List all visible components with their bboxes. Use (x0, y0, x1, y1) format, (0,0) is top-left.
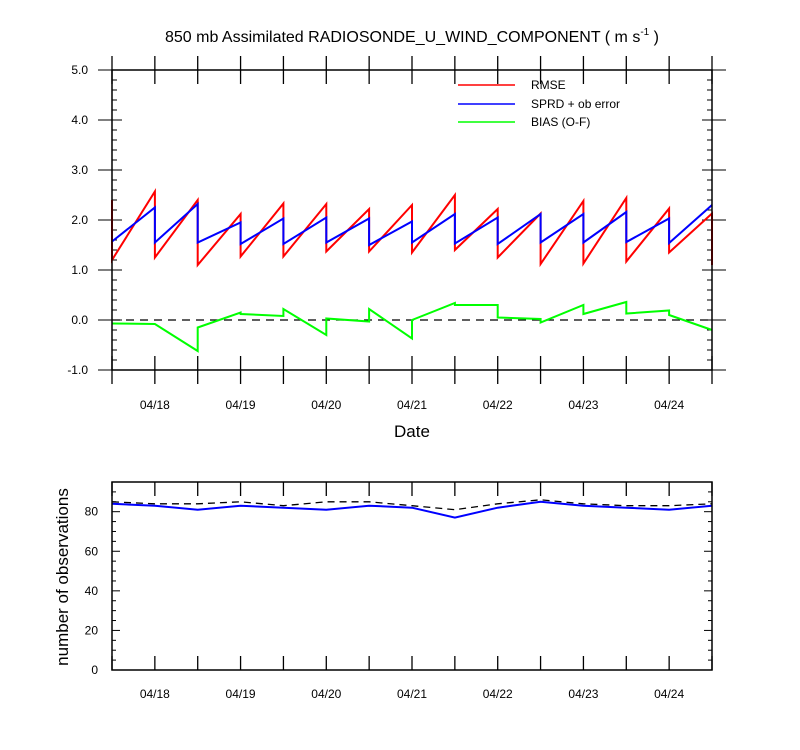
x-tick-label: 04/18 (140, 687, 170, 701)
y-tick-label: 1.0 (71, 263, 88, 277)
x-tick-label: 04/19 (226, 398, 256, 412)
legend: RMSE SPRD + ob error BIAS (O-F) (458, 78, 620, 129)
x-tick-label: 04/23 (568, 398, 598, 412)
top-chart: -1.00.01.02.03.04.05.0 04/18 04/19 04/20 04… (67, 56, 726, 441)
legend-label-sprd: SPRD + ob error (531, 97, 620, 111)
series-total-observations (111, 499, 713, 511)
bottom-y-tick-labels: 0 20 40 60 80 (85, 505, 99, 677)
x-tick-label: 04/24 (654, 398, 684, 412)
y-tick-label: 80 (85, 505, 99, 519)
y-tick-label: 4.0 (71, 113, 88, 127)
x-tick-label: 04/23 (568, 687, 598, 701)
x-tick-label: 04/20 (311, 398, 341, 412)
x-tick-label: 04/18 (140, 398, 170, 412)
legend-label-rmse: RMSE (531, 78, 566, 92)
y-tick-label: 60 (85, 544, 99, 558)
y-tick-label: 3.0 (71, 163, 88, 177)
x-tick-label: 04/21 (397, 398, 427, 412)
y-tick-label: 20 (85, 623, 99, 637)
bottom-x-tick-labels: 04/18 04/19 04/20 04/21 04/22 04/23 04/24 (140, 687, 685, 701)
y-tick-label: -1.0 (67, 363, 88, 377)
y-tick-label: 2.0 (71, 213, 88, 227)
x-tick-label: 04/19 (226, 687, 256, 701)
x-tick-label: 04/24 (654, 687, 684, 701)
bottom-plot-frame (111, 481, 713, 671)
top-y-tick-labels: -1.0 0.0 1.0 2.0 3.0 4.0 5.0 (67, 63, 88, 377)
y-tick-label: 40 (85, 584, 99, 598)
x-tick-label: 04/22 (483, 398, 513, 412)
series-sprd-ob-error (111, 201, 713, 247)
series-bias-o-f (111, 300, 713, 353)
bottom-series-group (111, 499, 713, 519)
top-x-tick-labels: 04/18 04/19 04/20 04/21 04/22 04/23 04/24 (140, 398, 685, 412)
series-used-observations (111, 500, 713, 519)
x-tick-label: 04/20 (311, 687, 341, 701)
x-tick-label: 04/22 (483, 687, 513, 701)
chart-title: 850 mb Assimilated RADIOSONDE_U_WIND_COM… (165, 27, 659, 46)
y-tick-label: 0 (91, 663, 98, 677)
y-axis-label: number of observations (53, 488, 72, 666)
legend-label-bias: BIAS (O-F) (531, 115, 590, 129)
top-ticks (98, 56, 726, 384)
x-tick-label: 04/21 (397, 687, 427, 701)
top-plot-frame (111, 69, 713, 371)
bottom-chart: 0 20 40 60 80 04/18 04/19 04/20 04/21 04/22 04/23… (53, 481, 713, 701)
y-tick-label: 5.0 (71, 63, 88, 77)
y-tick-label: 0.0 (71, 313, 88, 327)
top-series-group (111, 188, 713, 353)
x-axis-label: Date (394, 422, 430, 441)
